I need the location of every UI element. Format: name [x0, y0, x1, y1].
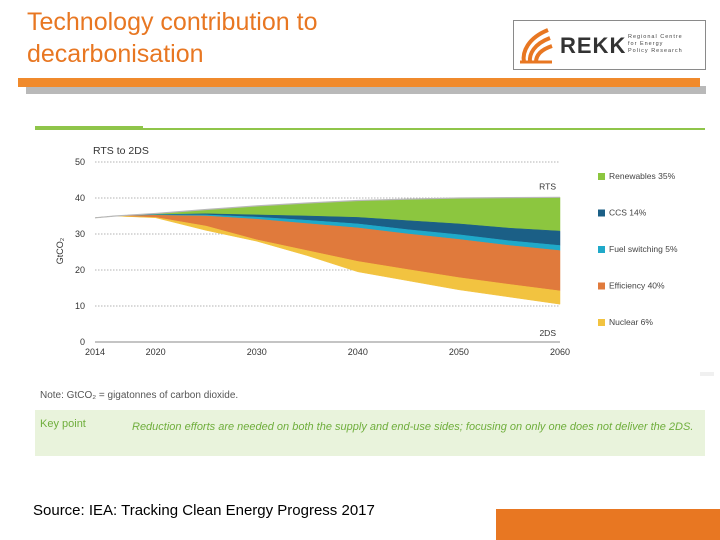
- corner-accent-block: [496, 509, 720, 540]
- x-tick-label: 2020: [146, 347, 166, 357]
- rekk-logo-icon: [520, 28, 553, 64]
- x-tick-label: 2030: [247, 347, 267, 357]
- logo-wordmark: REKK: [560, 33, 627, 58]
- slide-title: Technology contribution to decarbonisati…: [27, 8, 318, 68]
- figure-note: Note: GtCO₂ = gigatonnes of carbon dioxi…: [40, 390, 239, 401]
- figure-accent-tab: [35, 126, 143, 130]
- chart-legend: Renewables 35% CCS 14% Fuel switching 5% Ef…: [598, 171, 678, 327]
- figure-edge: [700, 372, 714, 376]
- y-tick-label: 0: [80, 337, 85, 347]
- logo-tagline: Regional Centre for Energy Policy Resear…: [628, 34, 703, 55]
- key-point-text: Reduction efforts are needed on both the…: [132, 421, 694, 433]
- x-tick-label: 2014: [85, 347, 105, 357]
- legend-swatch: [598, 246, 605, 253]
- annotation-rts: RTS: [539, 181, 556, 191]
- legend-swatch: [598, 282, 605, 290]
- key-point-box: [35, 410, 705, 456]
- legend-label: Fuel switching 5%: [609, 244, 678, 254]
- y-tick-label: 30: [75, 229, 85, 239]
- y-tick-label: 20: [75, 265, 85, 275]
- area-series: [94, 196, 561, 305]
- y-tick-label: 40: [75, 193, 85, 203]
- legend-label: Nuclear 6%: [609, 317, 653, 327]
- area-nuclear: [94, 215, 561, 305]
- x-tick-label: 2050: [449, 347, 469, 357]
- legend-swatch: [598, 209, 605, 217]
- legend-label: Renewables 35%: [609, 171, 676, 181]
- y-tick-labels: 0 10 20 30 40 50: [75, 157, 85, 347]
- title-rule: [18, 78, 700, 87]
- y-axis-label: GtCO₂: [55, 237, 65, 264]
- title-rule-shadow: [26, 86, 706, 94]
- y-tick-label: 50: [75, 157, 85, 167]
- rekk-logo: REKK Regional Centre for Energy Policy R…: [513, 20, 706, 70]
- annotation-2ds: 2DS: [539, 328, 556, 338]
- y-tick-label: 10: [75, 301, 85, 311]
- chart-figure: RTS to 2DS GtCO₂ 0 10 20 30 40 50 2014 2020 203…: [35, 126, 705, 456]
- rts-baseline-line: [94, 196, 561, 219]
- x-tick-label: 2060: [550, 347, 570, 357]
- logo-tagline-line: Regional Centre: [628, 34, 683, 40]
- logo-tagline-line: Policy Research: [628, 48, 683, 54]
- figure-accent-line: [143, 128, 705, 130]
- legend-swatch: [598, 319, 605, 326]
- legend-swatch: [598, 173, 605, 180]
- source-citation: Source: IEA: Tracking Clean Energy Progr…: [33, 502, 375, 519]
- legend-label: CCS 14%: [609, 208, 647, 218]
- x-tick-label: 2040: [348, 347, 368, 357]
- chart-title: RTS to 2DS: [93, 145, 149, 157]
- key-point-label: Key point: [40, 418, 86, 430]
- x-tick-labels: 2014 2020 2030 2040 2050 2060: [85, 347, 570, 357]
- legend-label: Efficiency 40%: [609, 281, 665, 291]
- logo-tagline-line: for Energy: [628, 41, 664, 47]
